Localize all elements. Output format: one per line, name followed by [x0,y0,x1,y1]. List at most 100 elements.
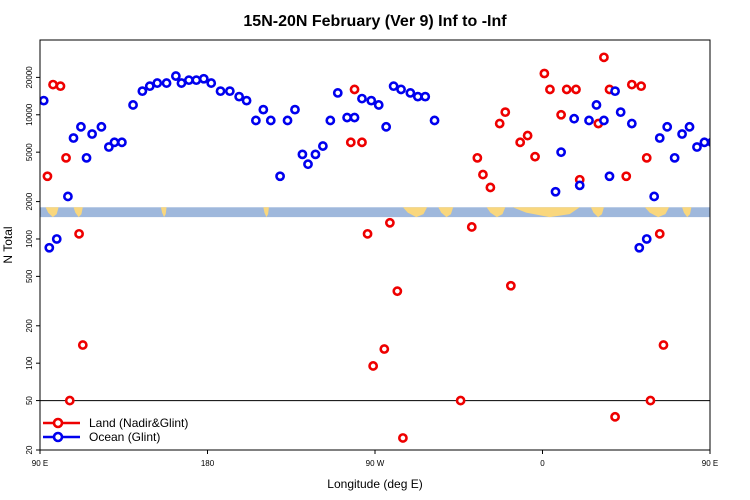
ocean-point [615,107,626,118]
ocean-point [699,137,710,148]
ocean-point [234,91,245,102]
ocean-point [584,115,594,126]
ocean-point [634,242,645,253]
land-point [368,361,379,371]
legend-marker [52,417,64,429]
ocean-point [550,186,561,197]
land-point [500,107,511,118]
land-point [485,182,496,193]
ocean-point [706,137,710,147]
ocean-point [215,86,226,97]
ocean-point [325,115,336,126]
map-ocean [40,207,710,218]
ocean-point [44,242,55,253]
ocean-point [357,93,367,104]
ocean-point [654,133,665,143]
ocean-point [396,84,406,95]
ocean-point [412,91,423,102]
land-point [55,81,66,92]
ocean-point [604,171,615,182]
series-land [42,52,669,443]
land-point [345,137,356,148]
ocean-point [191,75,202,86]
ocean-point [332,88,343,98]
ocean-point [51,234,62,244]
land-point [636,81,647,92]
land-point [362,228,373,239]
ocean-point [290,104,300,115]
land-point [515,137,526,148]
y-tick-label: 1000 [25,230,34,248]
x-tick-label: 90 W [366,459,385,468]
y-tick-label: 5000 [25,143,34,161]
land-point [658,340,669,350]
x-tick-label: 90 E [702,459,718,468]
ocean-point [574,180,585,191]
land-point [398,433,408,443]
land-point [379,344,390,354]
legend: Land (Nadir&Glint)Ocean (Glint) [43,416,188,444]
ocean-point [282,115,293,126]
y-tick-label: 200 [25,319,34,333]
map-land-0 [45,207,59,218]
ocean-point [669,152,680,163]
land-point [505,280,516,291]
ocean-point [677,129,687,139]
ocean-point [224,86,235,97]
y-axis-label: N Total [1,226,15,263]
ocean-point [738,83,745,90]
land-point [357,137,367,148]
map-land-8 [590,207,604,218]
land-point [610,411,620,422]
y-tick-label: 2000 [25,192,34,210]
map-land-6 [486,207,506,218]
y-axis: 20 50 100 200 500 1000 2000 5000 10000 20000 [25,66,40,454]
land-point [494,118,505,129]
ocean-point [176,78,187,88]
ocean-point [641,234,652,244]
land-point [545,84,555,95]
ocean-point [692,142,702,152]
ocean-point [317,141,328,151]
ocean-point [96,121,107,132]
land-point [455,395,466,406]
ocean-point [137,86,148,97]
y-tick-label: 20 [25,445,34,454]
ocean-point [265,115,276,126]
ocean-point [729,88,736,95]
x-tick-label: 90 E [32,459,48,468]
ocean-point [388,81,399,92]
land-point [61,152,71,163]
ocean-point [626,118,637,129]
ocean-point [81,152,92,163]
ocean-point [40,95,49,106]
ocean-point [366,95,377,106]
map-land-4 [402,207,428,218]
ocean-point [161,78,172,88]
land-point [478,169,488,180]
land-point [556,109,567,120]
ocean-point [297,149,308,160]
x-axis: 90 E 180 90 W 0 90 E [32,450,718,468]
ocean-point [241,95,252,106]
x-axis-label: Longitude (deg E) [327,477,422,491]
ocean-point [170,71,181,81]
land-point [621,171,632,182]
ocean-point [128,100,138,110]
land-point [654,228,665,239]
ocean-point [116,137,127,148]
map-land-10 [682,207,692,218]
land-point [64,395,75,406]
ocean-point [662,121,673,132]
land-point [48,79,58,90]
ocean-point [649,191,660,202]
land-point [530,151,540,162]
land-point [645,395,656,406]
land-point [599,52,609,63]
land-point [571,84,581,95]
map-land-5 [438,207,454,218]
ocean-point [76,121,86,132]
land-point [472,152,483,163]
ocean-point [373,100,384,110]
